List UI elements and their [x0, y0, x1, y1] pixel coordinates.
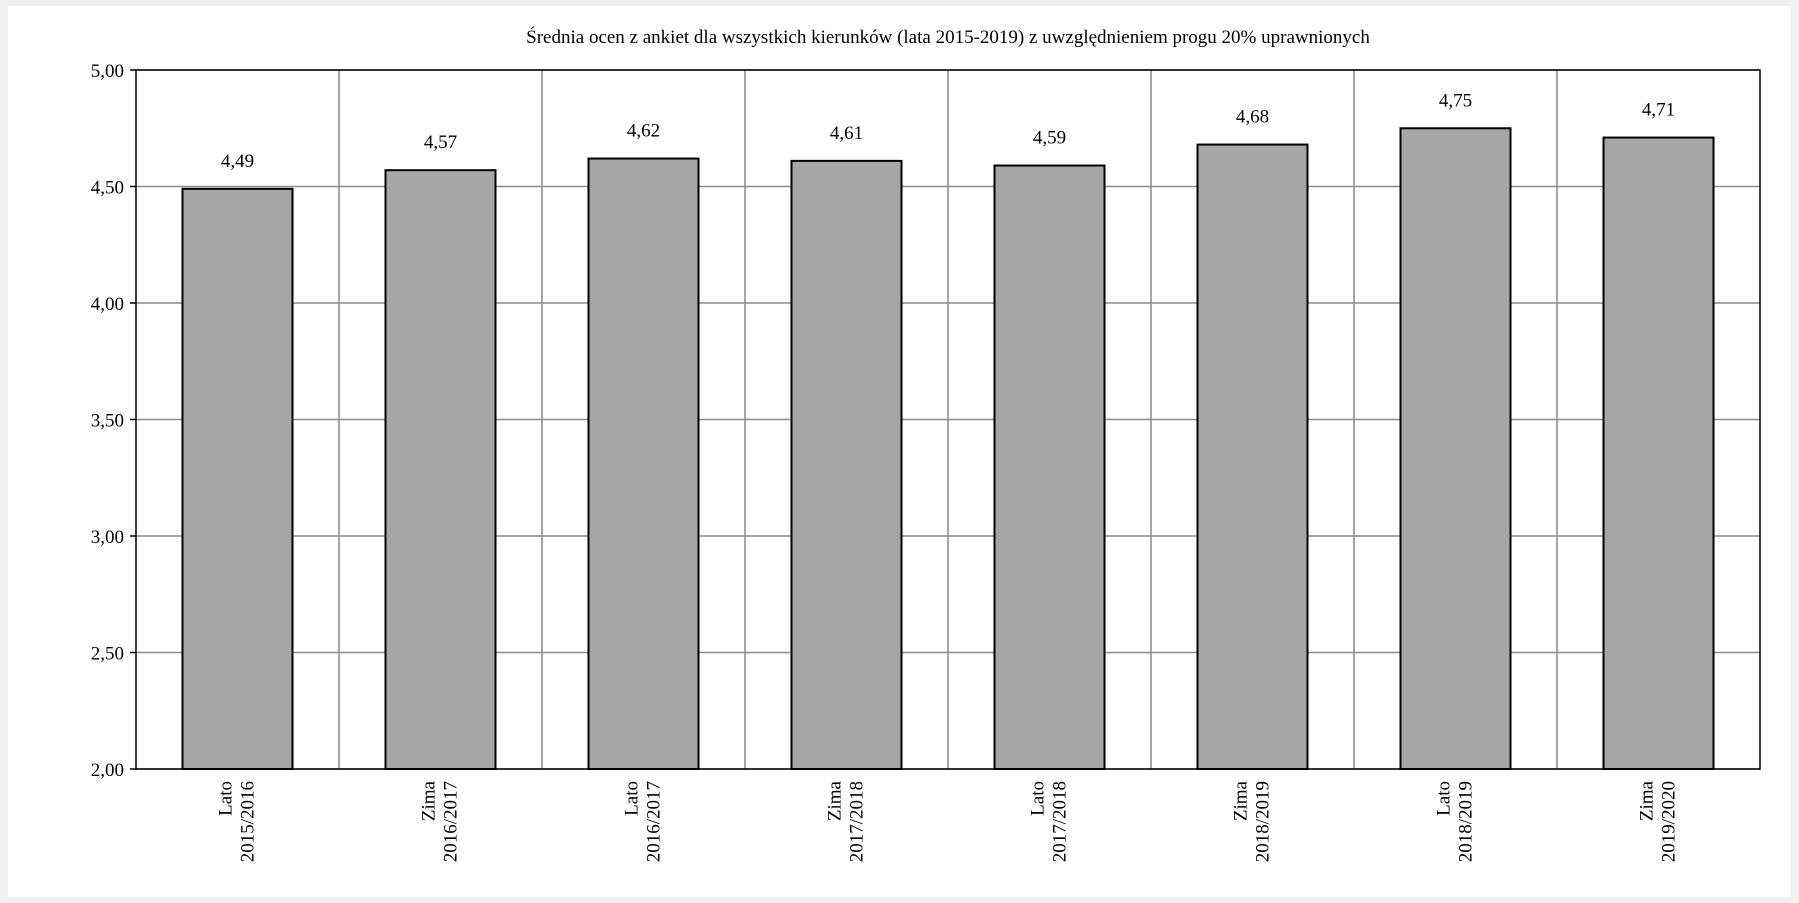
x-tick-label-year: 2016/2017	[441, 781, 462, 862]
bar-chart: Średnia ocen z ankiet dla wszystkich kie…	[91, 26, 1761, 862]
chart-panel: Średnia ocen z ankiet dla wszystkich kie…	[8, 6, 1791, 897]
x-tick-label-year: 2017/2018	[1050, 781, 1071, 862]
data-label: 4,49	[221, 151, 254, 172]
x-tick-label-year: 2015/2016	[238, 781, 259, 862]
data-label: 4,57	[424, 132, 457, 153]
x-tick-label-season: Lato	[1434, 781, 1455, 816]
bar	[790, 159, 903, 770]
x-tick-label: Zima 2016/2017	[419, 780, 462, 862]
data-label: 4,68	[1236, 107, 1269, 128]
data-label: 4,59	[1033, 128, 1066, 149]
bar	[993, 164, 1106, 770]
y-tick-label: 5,00	[91, 61, 124, 82]
x-tick-label-year: 2019/2020	[1659, 781, 1680, 862]
y-tick-label: 3,50	[91, 411, 124, 432]
bar	[1602, 136, 1715, 770]
bar	[181, 187, 294, 770]
x-tick-label: Lato 2017/2018	[1028, 781, 1071, 862]
x-tick-label: Lato 2018/2019	[1434, 781, 1477, 862]
x-tick-label-season: Zima	[419, 780, 440, 821]
y-tick-label: 4,00	[91, 294, 124, 315]
x-tick-label-year: 2018/2019	[1253, 781, 1274, 862]
bar	[384, 169, 497, 770]
data-label: 4,62	[627, 121, 660, 142]
x-tick-label-year: 2017/2018	[847, 781, 868, 862]
x-tick-label-season: Lato	[216, 781, 237, 816]
y-tick-label: 3,00	[91, 527, 124, 548]
data-label: 4,75	[1439, 90, 1472, 111]
y-tick-label: 4,50	[91, 178, 124, 199]
x-tick-label-season: Lato	[1028, 781, 1049, 816]
x-tick-label-year: 2016/2017	[644, 781, 665, 862]
data-label: 4,61	[830, 123, 863, 144]
x-tick-label: Zima 2018/2019	[1231, 780, 1274, 862]
x-tick-label-season: Zima	[1231, 780, 1252, 821]
y-tick-label: 2,50	[91, 644, 124, 665]
x-tick-label: Lato 2016/2017	[622, 781, 665, 862]
x-tick-label-season: Zima	[825, 780, 846, 821]
x-tick-label-year: 2018/2019	[1456, 781, 1477, 862]
y-tick-label: 2,00	[91, 760, 124, 781]
bar	[1196, 143, 1309, 770]
x-tick-label: Zima 2017/2018	[825, 780, 868, 862]
x-tick-label-season: Lato	[622, 781, 643, 816]
x-tick-label: Lato 2015/2016	[216, 781, 259, 862]
x-tick-label-season: Zima	[1637, 780, 1658, 821]
bar	[587, 157, 700, 771]
chart-title: Średnia ocen z ankiet dla wszystkich kie…	[526, 26, 1370, 48]
x-tick-label: Zima 2019/2020	[1637, 780, 1680, 862]
bar	[1399, 127, 1512, 770]
data-label: 4,71	[1642, 100, 1675, 121]
